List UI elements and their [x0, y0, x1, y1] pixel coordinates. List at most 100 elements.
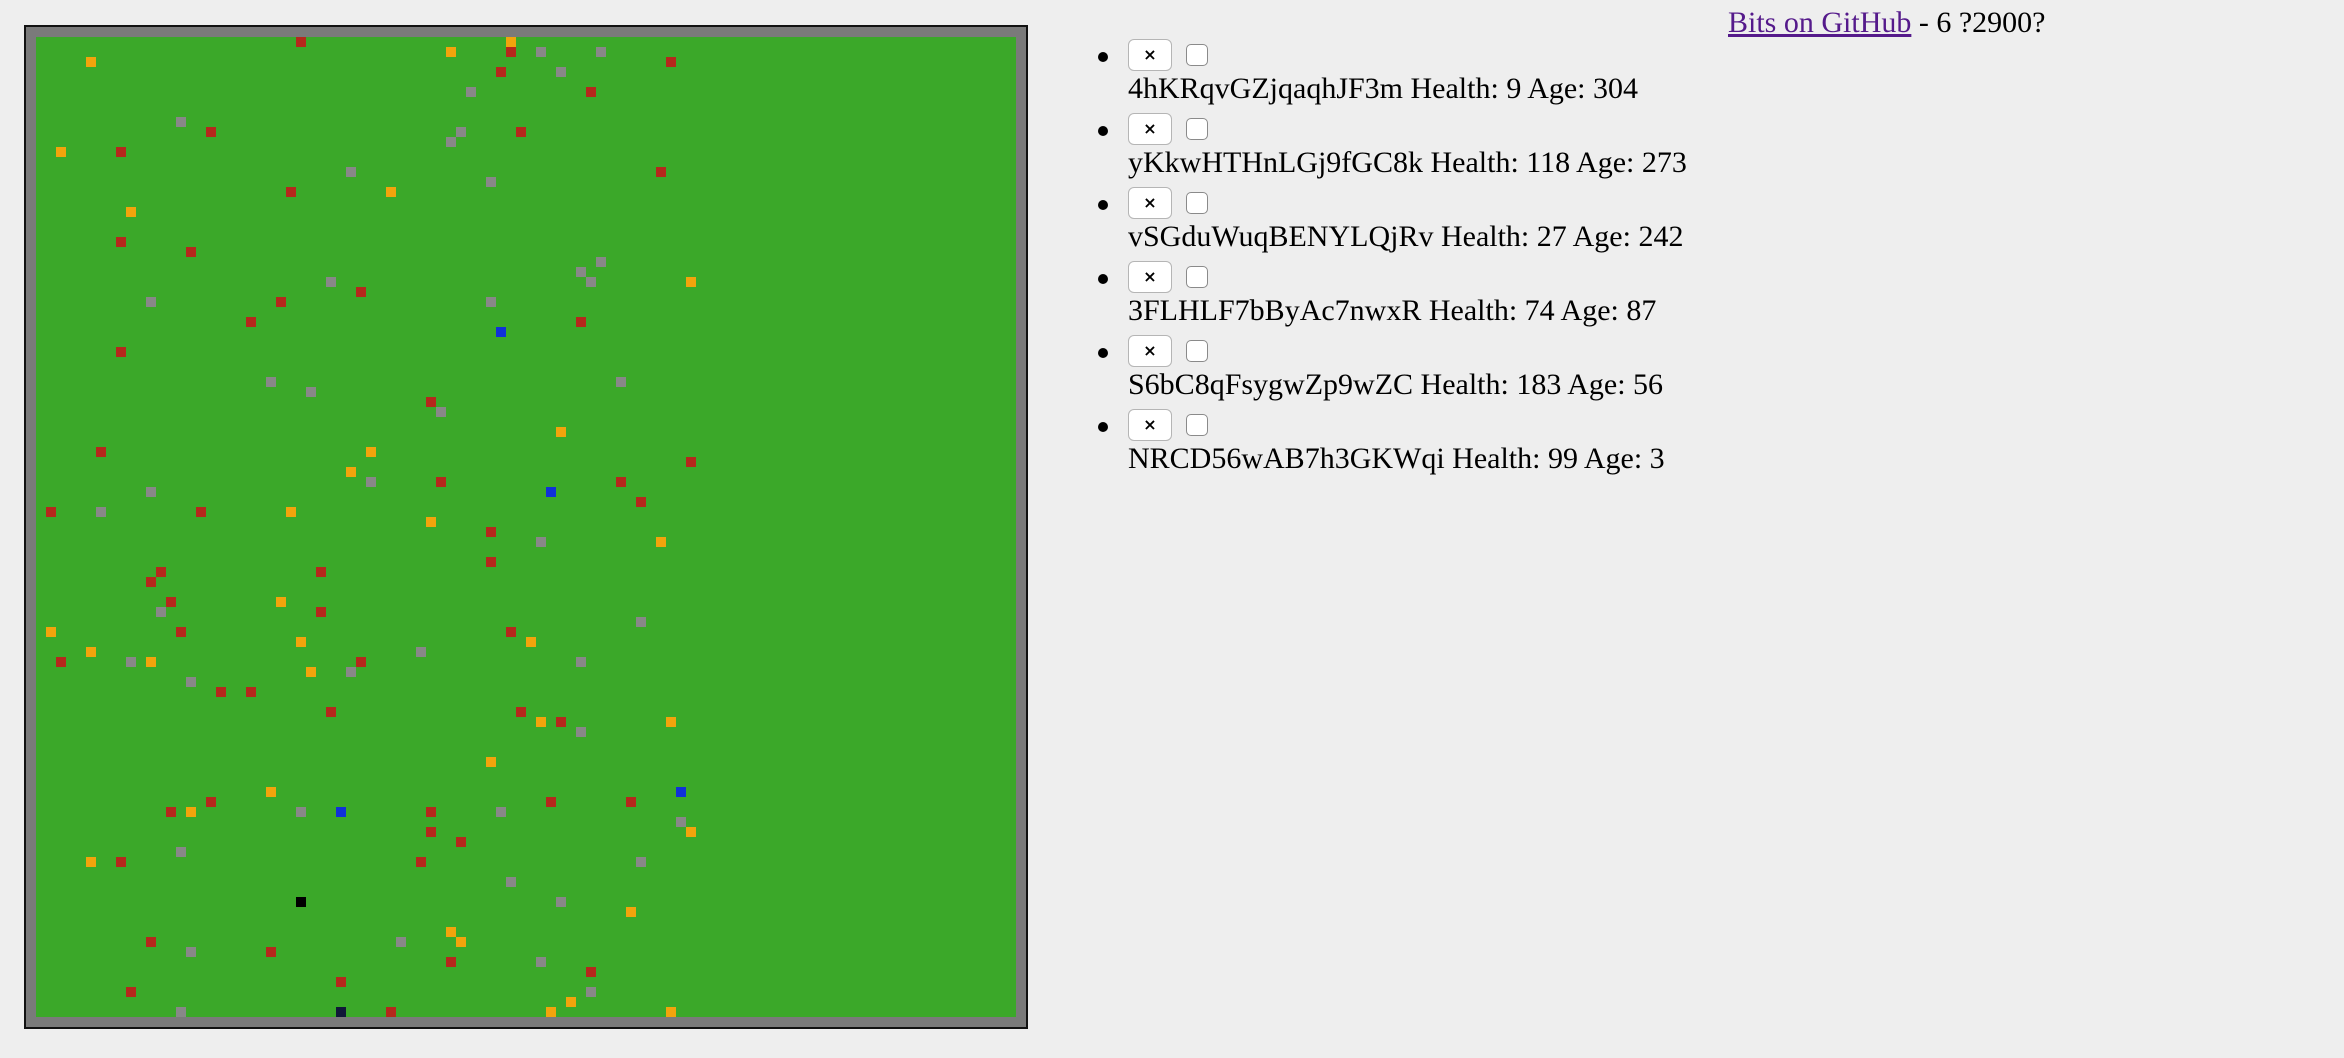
board-cell-gray: [146, 297, 156, 307]
board-cell-orange: [186, 807, 196, 817]
health-value: 9: [1506, 72, 1522, 105]
board-cell-red: [96, 447, 106, 457]
bot-info: vSGduWuqBENYLQjRv Health: 27 Age: 242: [1128, 220, 1687, 254]
board-cell-red: [586, 967, 596, 977]
board-cell-orange: [446, 927, 456, 937]
bot-list-item: × S6bC8qFsygwZp9wZC Health: 183 Age: 56: [1098, 334, 1687, 408]
board-cell-orange: [306, 667, 316, 677]
board-cell-red: [426, 827, 436, 837]
remove-bot-button[interactable]: ×: [1128, 187, 1172, 219]
board-cell-red: [486, 557, 496, 567]
github-link[interactable]: Bits on GitHub: [1728, 6, 1912, 39]
remove-bot-button[interactable]: ×: [1128, 261, 1172, 293]
game-board[interactable]: [36, 37, 1016, 1017]
board-cell-red: [326, 707, 336, 717]
board-cell-red: [636, 497, 646, 507]
bullet-icon: [1098, 348, 1108, 358]
board-cell-gray: [556, 897, 566, 907]
board-cell-red: [556, 717, 566, 727]
board-cell-orange: [386, 187, 396, 197]
game-board-frame: [24, 25, 1028, 1029]
board-cell-orange: [86, 857, 96, 867]
board-cell-orange: [266, 787, 276, 797]
board-cell-gray: [296, 807, 306, 817]
health-label: Health:: [1410, 72, 1499, 105]
board-cell-gray: [536, 47, 546, 57]
board-cell-blue: [496, 327, 506, 337]
board-cell-red: [546, 797, 556, 807]
board-cell-gray: [186, 947, 196, 957]
bot-select-checkbox[interactable]: [1186, 44, 1208, 66]
age-value: 87: [1626, 294, 1657, 327]
board-cell-red: [496, 67, 506, 77]
board-cell-red: [206, 127, 216, 137]
board-cell-red: [336, 977, 346, 987]
bot-controls: ×: [1128, 408, 1687, 442]
board-cell-red: [116, 237, 126, 247]
health-label: Health:: [1428, 294, 1518, 327]
remove-bot-button[interactable]: ×: [1128, 335, 1172, 367]
board-cell-orange: [426, 517, 436, 527]
health-value: 99: [1547, 442, 1578, 475]
board-cell-blue: [546, 487, 556, 497]
age-label: Age:: [1576, 146, 1635, 179]
board-cell-gray: [576, 267, 586, 277]
board-cell-gray: [146, 487, 156, 497]
bot-list-item: × 4hKRqvGZjqaqhJF3m Health: 9 Age: 304: [1098, 38, 1687, 112]
board-cell-gray: [456, 127, 466, 137]
board-cell-red: [356, 287, 366, 297]
health-label: Health:: [1430, 146, 1519, 179]
board-cell-red: [656, 167, 666, 177]
bot-select-checkbox[interactable]: [1186, 192, 1208, 214]
remove-bot-button[interactable]: ×: [1128, 409, 1172, 441]
board-cell-gray: [586, 987, 596, 997]
health-value: 74: [1524, 294, 1555, 327]
health-label: Health:: [1452, 442, 1541, 475]
board-cell-gray: [676, 817, 686, 827]
board-cell-red: [246, 317, 256, 327]
board-cell-orange: [656, 537, 666, 547]
board-cell-gray: [466, 87, 476, 97]
board-cell-red: [386, 1007, 396, 1017]
remove-bot-button[interactable]: ×: [1128, 39, 1172, 71]
bullet-icon: [1098, 200, 1108, 210]
board-cell-orange: [346, 467, 356, 477]
board-cell-red: [116, 347, 126, 357]
board-cell-red: [516, 127, 526, 137]
board-cell-red: [246, 687, 256, 697]
bot-select-checkbox[interactable]: [1186, 340, 1208, 362]
board-cell-orange: [366, 447, 376, 457]
board-cell-gray: [156, 607, 166, 617]
board-cell-red: [116, 857, 126, 867]
bot-select-checkbox[interactable]: [1186, 118, 1208, 140]
bullet-icon: [1098, 274, 1108, 284]
board-cell-red: [426, 807, 436, 817]
age-value: 273: [1641, 146, 1687, 179]
board-cell-red: [176, 627, 186, 637]
board-cell-orange: [506, 37, 516, 47]
board-cell-orange: [546, 1007, 556, 1017]
board-cell-red: [576, 317, 586, 327]
bot-list-item: × yKkwHTHnLGj9fGC8k Health: 118 Age: 273: [1098, 112, 1687, 186]
bot-select-checkbox[interactable]: [1186, 414, 1208, 436]
board-cell-red: [586, 87, 596, 97]
bot-select-checkbox[interactable]: [1186, 266, 1208, 288]
board-cell-gray: [616, 377, 626, 387]
board-cell-orange: [286, 507, 296, 517]
remove-bot-button[interactable]: ×: [1128, 113, 1172, 145]
board-cell-red: [456, 837, 466, 847]
health-value: 27: [1536, 220, 1567, 253]
bot-info: 4hKRqvGZjqaqhJF3m Health: 9 Age: 304: [1128, 72, 1687, 106]
board-cell-orange: [276, 597, 286, 607]
board-cell-red: [196, 507, 206, 517]
board-cell-gray: [446, 137, 456, 147]
board-cell-gray: [636, 857, 646, 867]
board-cell-red: [186, 247, 196, 257]
board-cell-gray: [586, 277, 596, 287]
board-cell-orange: [666, 717, 676, 727]
board-cell-red: [516, 707, 526, 717]
board-cell-red: [296, 37, 306, 47]
board-cell-red: [416, 857, 426, 867]
bot-controls: ×: [1128, 334, 1687, 368]
board-cell-red: [506, 47, 516, 57]
